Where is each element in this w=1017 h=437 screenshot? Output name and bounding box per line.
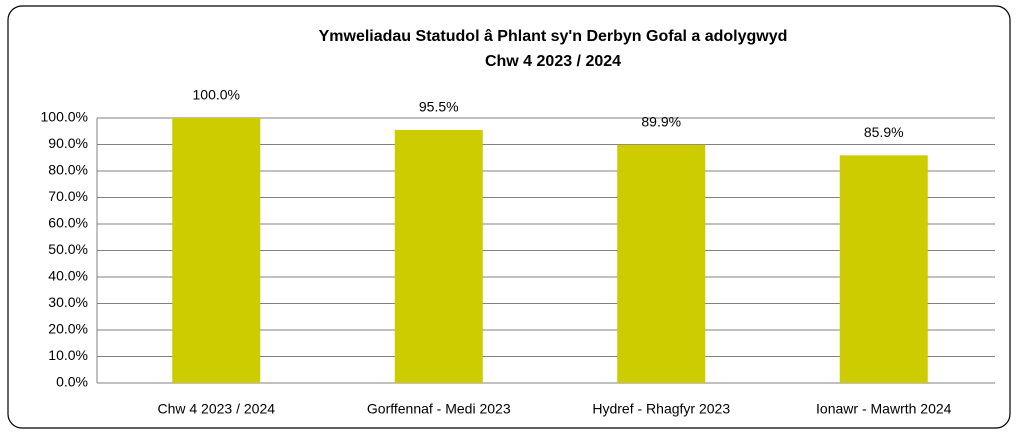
data-label: 100.0% bbox=[193, 87, 240, 103]
data-label: 89.9% bbox=[641, 113, 681, 129]
y-tick-label: 100.0% bbox=[41, 109, 88, 125]
bar bbox=[172, 118, 261, 383]
bar bbox=[394, 129, 483, 383]
y-tick-label: 70.0% bbox=[48, 188, 88, 204]
y-tick-label: 80.0% bbox=[48, 162, 88, 178]
chart-subtitle: Chw 4 2023 / 2024 bbox=[485, 53, 621, 70]
y-tick-label: 20.0% bbox=[48, 321, 88, 337]
x-tick-label: Chw 4 2023 / 2024 bbox=[157, 401, 275, 417]
y-tick-label: 90.0% bbox=[48, 135, 88, 151]
y-tick-label: 40.0% bbox=[48, 268, 88, 284]
data-label: 85.9% bbox=[864, 124, 904, 140]
bar bbox=[839, 155, 928, 383]
x-tick-label: Ionawr - Mawrth 2024 bbox=[816, 401, 952, 417]
y-tick-label: 0.0% bbox=[56, 374, 88, 390]
x-tick-label: Gorffennaf - Medi 2023 bbox=[367, 401, 511, 417]
y-tick-label: 50.0% bbox=[48, 241, 88, 257]
data-label: 95.5% bbox=[419, 99, 459, 115]
y-tick-label: 30.0% bbox=[48, 294, 88, 310]
y-tick-label: 10.0% bbox=[48, 347, 88, 363]
y-tick-label: 60.0% bbox=[48, 215, 88, 231]
bar bbox=[617, 144, 706, 383]
x-tick-label: Hydref - Rhagfyr 2023 bbox=[592, 401, 730, 417]
chart-title: Ymweliadau Statudol â Phlant sy'n Derbyn… bbox=[319, 28, 788, 45]
